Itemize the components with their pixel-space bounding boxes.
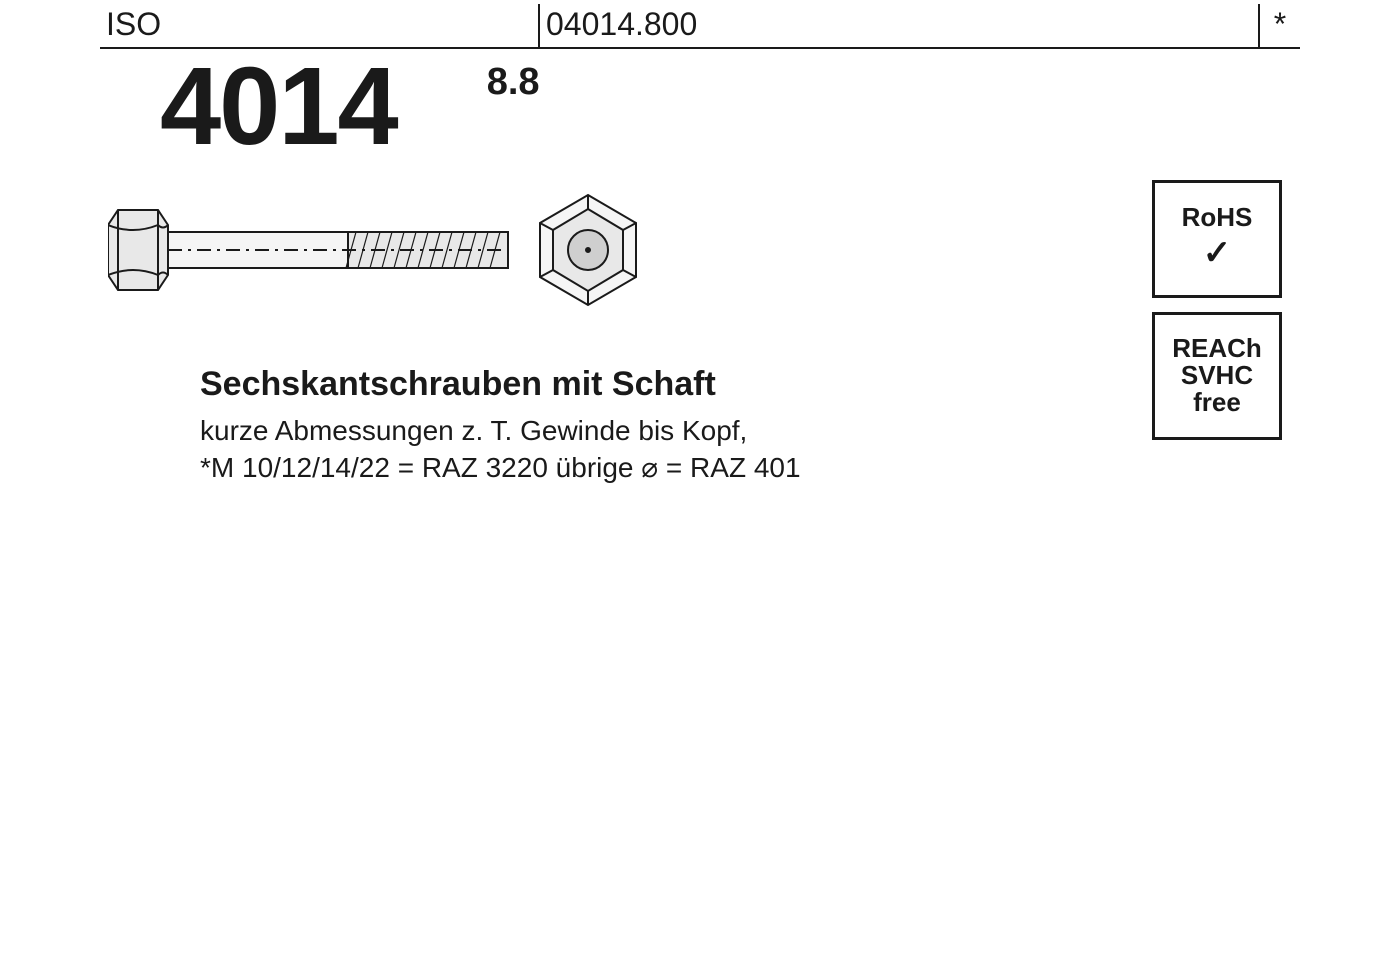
- description-title: Sechskantschrauben mit Schaft: [200, 365, 900, 404]
- badge-column: RoHS ✓ REACh SVHC free: [1130, 180, 1300, 488]
- header-marker: *: [1260, 4, 1300, 47]
- description-line-1: kurze Abmessungen z. T. Gewinde bis Kopf…: [200, 412, 900, 450]
- header-code: 04014.800: [540, 4, 1260, 47]
- rohs-label: RoHS: [1182, 204, 1253, 231]
- reach-line-3: free: [1193, 389, 1241, 416]
- description-block: Sechskantschrauben mit Schaft kurze Abme…: [200, 365, 900, 488]
- catalog-page: ISO 04014.800 * 4014 8.8: [100, 4, 1300, 487]
- header-row: ISO 04014.800 *: [100, 4, 1300, 49]
- left-column: Sechskantschrauben mit Schaft kurze Abme…: [100, 180, 1130, 488]
- rohs-badge: RoHS ✓: [1152, 180, 1282, 298]
- bolt-svg: [108, 180, 668, 320]
- reach-line-2: SVHC: [1181, 362, 1253, 389]
- strength-grade: 8.8: [487, 61, 540, 104]
- reach-line-1: REACh: [1172, 335, 1262, 362]
- bolt-diagram: [108, 180, 1130, 325]
- body-row: Sechskantschrauben mit Schaft kurze Abme…: [100, 180, 1300, 488]
- main-ident-row: 4014 8.8: [100, 55, 1300, 160]
- reach-badge: REACh SVHC free: [1152, 312, 1282, 440]
- header-standard: ISO: [100, 4, 540, 47]
- description-line-2: *M 10/12/14/22 = RAZ 3220 übrige ⌀ = RAZ…: [200, 449, 900, 487]
- standard-number: 4014: [160, 55, 397, 160]
- rohs-check-icon: ✓: [1203, 233, 1232, 273]
